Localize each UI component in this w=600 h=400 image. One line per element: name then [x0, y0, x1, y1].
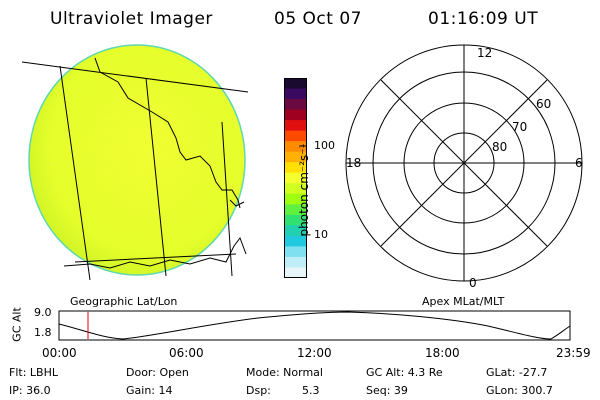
mlat-label-80: 80 [492, 140, 508, 154]
info-mode: Mode: Normal [246, 366, 323, 379]
info-glon: GLon: 300.7 [486, 384, 553, 397]
timeline-tick-0000: 00:00 [42, 346, 77, 360]
colorbar-segment [284, 141, 307, 153]
orbit-timeline [58, 310, 571, 341]
app-title: Ultraviolet Imager [50, 9, 213, 29]
mlt-label-12: 12 [477, 46, 493, 60]
coastline [94, 57, 241, 209]
colorbar-segment [284, 225, 307, 237]
coastline-south [63, 236, 247, 269]
timeline-tick-2359: 23:59 [556, 346, 591, 360]
timeline-tick-0600: 06:00 [169, 346, 204, 360]
timeline-ymax: 9.0 [34, 306, 52, 319]
info-dsp-value: 5.3 [302, 384, 320, 397]
colorbar-segment [284, 183, 307, 195]
timeline-ymin: 1.8 [34, 326, 52, 339]
colorbar-segment [284, 214, 307, 226]
earth-panel-caption: Geographic Lat/Lon [70, 295, 178, 308]
colorbar-segment [284, 151, 307, 163]
colorbar-unit-label: photon cm⁻²s⁻¹ [297, 143, 311, 237]
header-date: 05 Oct 07 [274, 9, 362, 29]
colorbar-segment [284, 235, 307, 247]
color-bar [284, 78, 307, 278]
mlt-label-18: 18 [346, 156, 362, 170]
polar-plot [345, 44, 583, 282]
mlt-label-6: 6 [575, 156, 583, 170]
colorbar-segment [284, 120, 307, 132]
altitude-curve [58, 311, 571, 340]
colorbar-segment [284, 204, 307, 216]
timeline-ylabel: GC Alt [10, 307, 24, 342]
mlt-label-0: 0 [469, 276, 477, 290]
info-gc-alt: GC Alt: 4.3 Re [366, 366, 443, 379]
info-glat: GLat: -27.7 [486, 366, 548, 379]
colorbar-segment [284, 109, 307, 121]
info-dsp-label: Dsp: [246, 384, 271, 397]
colorbar-segment [284, 78, 307, 90]
colorbar-tick-10: 10 [314, 228, 328, 241]
colorbar-segment [284, 172, 307, 184]
timeline-tick-1200: 12:00 [297, 346, 332, 360]
colorbar-segment [284, 256, 307, 268]
colorbar-segment [284, 88, 307, 100]
info-door: Door: Open [126, 366, 189, 379]
header-time: 01:16:09 UT [428, 9, 539, 29]
timeline-tick-1800: 18:00 [425, 346, 460, 360]
colorbar-segment [284, 193, 307, 205]
colorbar-tick-100: 100 [314, 139, 335, 152]
earth-image [21, 44, 249, 281]
colorbar-segment [284, 130, 307, 142]
polar-panel-caption: Apex MLat/MLT [422, 295, 505, 308]
mlat-label-70: 70 [512, 120, 528, 134]
colorbar-segment [284, 267, 307, 278]
lat-lon-grid [21, 61, 249, 281]
colorbar-segment [284, 162, 307, 174]
info-gain: Gain: 14 [126, 384, 173, 397]
info-seq: Seq: 39 [366, 384, 408, 397]
info-ip: IP: 36.0 [9, 384, 51, 397]
colorbar-segment [284, 246, 307, 258]
mlat-label-60: 60 [536, 97, 552, 111]
colorbar-segment [284, 99, 307, 111]
info-flt: Flt: LBHL [9, 366, 58, 379]
